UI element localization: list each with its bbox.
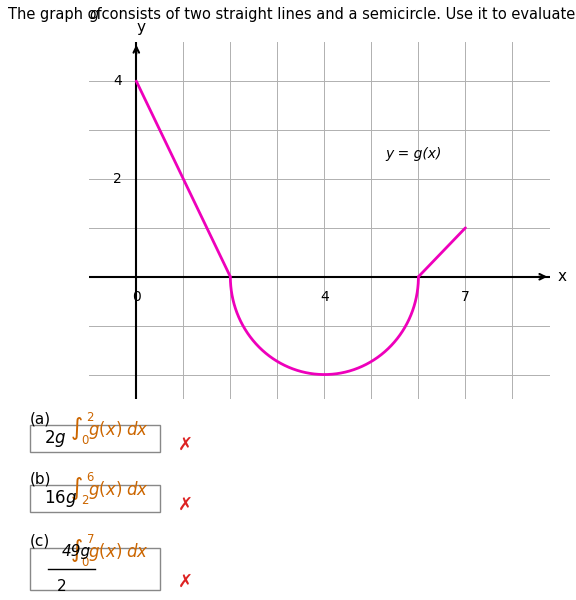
- Text: 0: 0: [132, 290, 141, 304]
- Text: The graph of: The graph of: [8, 7, 106, 22]
- Bar: [30, 485, 160, 512]
- Text: $\int_{0}^{\,2}$$\!\! g(x)\; dx$: $\int_{0}^{\,2}$$\!\! g(x)\; dx$: [70, 411, 149, 447]
- Text: 4: 4: [113, 74, 122, 88]
- Text: $16g$: $16g$: [44, 488, 77, 509]
- Text: 4: 4: [320, 290, 329, 304]
- Text: x: x: [557, 269, 566, 284]
- Text: ✗: ✗: [177, 496, 192, 514]
- Text: 2: 2: [113, 172, 122, 186]
- Text: 49g: 49g: [62, 544, 91, 559]
- Bar: [30, 548, 160, 590]
- Text: consists of two straight lines and a semicircle. Use it to evaluate each integra: consists of two straight lines and a sem…: [97, 7, 576, 22]
- Text: g: g: [90, 7, 99, 22]
- Bar: [30, 425, 160, 452]
- Text: ✗: ✗: [177, 573, 192, 591]
- Text: ✗: ✗: [177, 436, 192, 454]
- Text: $\int_{0}^{\,7}$$\!\! g(x)\; dx$: $\int_{0}^{\,7}$$\!\! g(x)\; dx$: [70, 533, 149, 569]
- Text: $\int_{2}^{\,6}$$\!\! g(x)\; dx$: $\int_{2}^{\,6}$$\!\! g(x)\; dx$: [70, 471, 149, 507]
- Text: 7: 7: [461, 290, 470, 304]
- Text: y: y: [137, 20, 146, 35]
- Text: (c): (c): [30, 534, 50, 549]
- Text: (b): (b): [30, 472, 51, 487]
- Text: $2g$: $2g$: [44, 428, 66, 449]
- Text: (a): (a): [30, 412, 51, 427]
- Text: y = g(x): y = g(x): [385, 148, 442, 161]
- Text: 2: 2: [57, 579, 67, 594]
